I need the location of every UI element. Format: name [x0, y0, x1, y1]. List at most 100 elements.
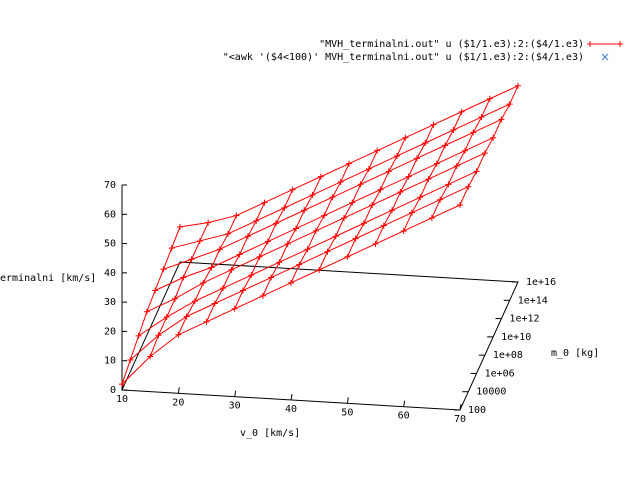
x-tick — [177, 387, 180, 394]
surface-point — [357, 181, 364, 188]
surface-point — [316, 266, 323, 273]
surface-point — [196, 237, 203, 244]
surface-point — [127, 357, 134, 363]
surface-point — [236, 251, 243, 258]
surface-point — [155, 332, 162, 339]
surface-point — [253, 217, 260, 224]
x-tick-label: 10 — [116, 394, 128, 405]
surface-point — [377, 186, 384, 193]
surface-point — [360, 220, 367, 227]
surface-point — [208, 264, 215, 271]
surface-point — [284, 240, 291, 247]
surface-point — [288, 279, 294, 286]
surface-point — [481, 150, 488, 157]
surface-point — [470, 129, 477, 136]
z-tick-label: 40 — [104, 268, 116, 279]
surface-point — [304, 246, 311, 253]
surface-point — [341, 214, 348, 221]
surface-point — [450, 127, 457, 134]
surface-point — [180, 274, 187, 281]
surface-point — [135, 332, 142, 339]
surface-point — [261, 199, 268, 206]
surface-point — [465, 183, 472, 190]
surface-column — [206, 202, 265, 322]
surface-point — [216, 246, 223, 253]
surface-point — [324, 248, 331, 255]
y-tick-label: 1e+06 — [485, 368, 515, 379]
surface-point — [405, 173, 412, 180]
surface-point — [389, 207, 396, 214]
surface-point — [397, 189, 404, 195]
x-tick-label: 40 — [285, 404, 297, 415]
surface-point — [163, 314, 170, 321]
surface-point — [143, 308, 150, 315]
surface-point — [349, 199, 356, 206]
y-tick-label: 1e+10 — [501, 332, 531, 343]
surface-point — [445, 181, 452, 188]
z-axis-label: erminalni [km/s] — [0, 273, 96, 284]
legend-marker — [601, 53, 609, 61]
surface-point — [473, 168, 480, 175]
x-tick-label: 20 — [172, 397, 184, 408]
surface-point — [289, 186, 296, 193]
surface-point — [486, 95, 493, 102]
surface-column — [262, 176, 322, 297]
x-tick — [459, 403, 462, 411]
x-tick-label: 30 — [229, 401, 241, 412]
y-tick-label: 100 — [468, 405, 486, 416]
surface-point — [428, 214, 435, 221]
surface-point — [301, 207, 308, 214]
surface-column — [346, 137, 406, 258]
base-plane — [121, 261, 519, 411]
surface-point — [228, 266, 235, 273]
surface-point — [461, 147, 468, 154]
surface-point — [292, 225, 299, 232]
x-tick — [403, 400, 406, 407]
x-tick — [346, 397, 349, 404]
surface-point — [346, 160, 352, 167]
surface-point — [515, 82, 521, 89]
surface-point — [321, 212, 328, 219]
x-tick-label: 50 — [341, 407, 353, 418]
surface-point — [233, 212, 240, 219]
surface-point — [172, 295, 179, 302]
surface-point — [211, 300, 218, 307]
surface-point — [385, 168, 392, 175]
surface-column — [149, 222, 209, 357]
surface-point — [273, 220, 280, 227]
surface-point — [168, 245, 175, 252]
surface-point — [380, 222, 387, 229]
surface-point — [119, 381, 125, 388]
surface-point — [394, 152, 401, 159]
surface-point — [372, 240, 379, 247]
surface-column — [121, 226, 181, 385]
surface-column — [177, 215, 237, 335]
surface-point — [183, 313, 190, 320]
surface-point — [433, 160, 440, 167]
surface-column — [403, 111, 463, 232]
surface-point — [317, 173, 324, 180]
surface-point — [191, 298, 198, 305]
surface-point — [478, 114, 485, 121]
surface-point — [225, 230, 232, 237]
surface-column — [375, 124, 434, 245]
surface-point — [231, 305, 238, 312]
surface-point — [413, 155, 420, 162]
surface-point — [309, 191, 316, 198]
y-tick-label: 1e+14 — [518, 295, 548, 306]
surface-point — [458, 108, 465, 115]
z-tick-label: 60 — [104, 209, 116, 220]
surface-point — [175, 331, 182, 338]
y-tick-label: 1e+08 — [493, 350, 523, 361]
surface-point — [268, 274, 275, 281]
surface-point — [188, 256, 195, 263]
surface-point — [402, 134, 409, 141]
y-tick-label: 1e+12 — [509, 314, 539, 325]
surface-row — [171, 103, 510, 249]
surface-point — [417, 194, 424, 201]
surface-point — [220, 285, 227, 292]
surface-row — [179, 85, 519, 228]
x-tick-label: 60 — [398, 411, 410, 422]
z-tick-label: 0 — [110, 385, 116, 396]
surface-point — [296, 261, 303, 268]
